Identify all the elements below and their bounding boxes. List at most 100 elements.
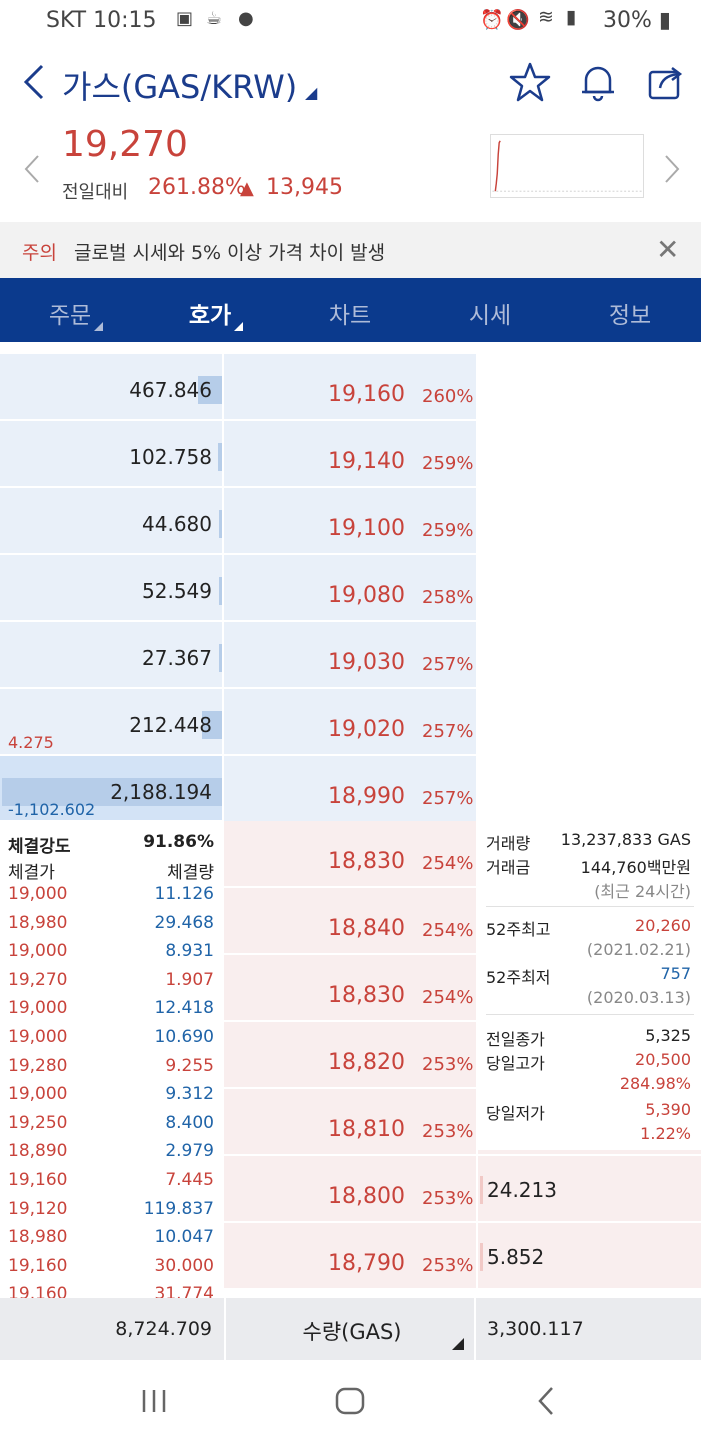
- tab-orderbook[interactable]: 호가: [188, 303, 232, 329]
- trade-qty: 2.979: [165, 1141, 214, 1162]
- ask-row[interactable]: 44.680 19,100 259%: [0, 488, 701, 553]
- ask-price-cell[interactable]: 19,080 258%: [224, 555, 476, 620]
- home-icon[interactable]: [334, 1386, 366, 1416]
- bid-qty: 5.852: [487, 1245, 545, 1269]
- ask-price-cell[interactable]: 19,160 260%: [224, 354, 476, 419]
- battery-text: 30%: [602, 8, 652, 33]
- system-nav-bar: [0, 1360, 701, 1440]
- volume-value: 13,237,833 GAS: [560, 830, 691, 849]
- ask-price: 19,160: [328, 382, 405, 407]
- trade-qty: 9.312: [165, 1084, 214, 1105]
- bid-change-pct: 253%: [422, 1054, 474, 1075]
- bid-price: 18,820: [328, 1050, 405, 1075]
- star-icon[interactable]: [508, 60, 552, 104]
- change-percent: 261.88%: [148, 175, 246, 200]
- ask-price-cell[interactable]: 19,100 259%: [224, 488, 476, 553]
- bell-icon[interactable]: [576, 60, 620, 104]
- trade-price: 19,000: [8, 998, 68, 1019]
- ask-qty: 212.448: [129, 713, 212, 737]
- day-high-value: 20,500: [635, 1050, 691, 1069]
- ask-qty: 44.680: [142, 512, 212, 536]
- ask-qty-cell[interactable]: 44.680: [0, 488, 222, 553]
- day-low-value: 5,390: [645, 1100, 691, 1119]
- page-title[interactable]: 가스(GAS/KRW): [62, 68, 298, 106]
- ask-qty-cell[interactable]: 212.448 4.275: [0, 689, 222, 754]
- notice-tag: 주의: [22, 242, 57, 264]
- bid-price-cell[interactable]: 18,830 254%: [224, 821, 476, 886]
- order-book: 467.846 19,160 260% 102.758 19,140 259% 44.680…: [0, 342, 701, 1298]
- gallery-icon: ▣: [176, 8, 194, 29]
- trade-price: 19,000: [8, 884, 68, 904]
- ask-row[interactable]: 102.758 19,140 259%: [0, 421, 701, 486]
- bid-price-cell[interactable]: 18,840 254%: [224, 888, 476, 953]
- back-icon[interactable]: [20, 62, 50, 102]
- ask-depth-bar: [219, 644, 222, 672]
- bid-price: 18,800: [328, 1184, 405, 1209]
- ask-qty-cell[interactable]: 2,188.194 -1,102.602: [0, 756, 222, 821]
- low52-date: (2020.03.13): [586, 988, 691, 1007]
- ask-qty-cell[interactable]: 467.846: [0, 354, 222, 419]
- mini-chart[interactable]: [490, 134, 644, 198]
- ask-qty-cell[interactable]: 52.549: [0, 555, 222, 620]
- trade-price: 19,160: [8, 1284, 68, 1298]
- ask-price: 19,140: [328, 449, 405, 474]
- share-icon[interactable]: [644, 60, 688, 104]
- back-nav-icon[interactable]: [536, 1386, 556, 1416]
- chat-icon: ●: [238, 8, 254, 29]
- ask-price-cell[interactable]: 18,990 257%: [224, 756, 476, 821]
- ask-price: 19,020: [328, 717, 405, 742]
- trade-qty: 10.690: [154, 1027, 214, 1047]
- chevron-down-icon[interactable]: ◢: [305, 83, 318, 102]
- alarm-icon: ⏰: [480, 9, 504, 31]
- bid-price-cell[interactable]: 18,820 253%: [224, 1022, 476, 1087]
- tab-chart[interactable]: 차트: [328, 303, 372, 329]
- ask-row[interactable]: 52.549 19,080 258%: [0, 555, 701, 620]
- bid-change-pct: 253%: [422, 1121, 474, 1142]
- up-triangle-icon: ▲: [240, 178, 254, 199]
- next-icon[interactable]: [662, 154, 682, 184]
- ask-row[interactable]: 212.448 4.275 19,020 257%: [0, 689, 701, 754]
- ask-price-cell[interactable]: 19,140 259%: [224, 421, 476, 486]
- ask-qty-cell[interactable]: 102.758: [0, 421, 222, 486]
- bid-qty-cell[interactable]: 24.213: [478, 1156, 701, 1221]
- trade-price: 19,000: [8, 1027, 68, 1047]
- bid-price: 18,840: [328, 916, 405, 941]
- compare-label: 전일대비: [62, 182, 129, 203]
- divider: [486, 1014, 694, 1015]
- prev-close-value: 5,325: [645, 1026, 691, 1045]
- tab-market[interactable]: 시세: [468, 303, 512, 329]
- close-icon[interactable]: ✕: [656, 233, 680, 266]
- trade-price: 18,980: [8, 912, 68, 933]
- ask-change-pct: 257%: [422, 654, 474, 675]
- ask-price-cell[interactable]: 19,020 257%: [224, 689, 476, 754]
- tab-info[interactable]: 정보: [608, 303, 652, 329]
- ask-row[interactable]: 2,188.194 -1,102.602 18,990 257%: [0, 756, 701, 821]
- prev-icon[interactable]: [22, 154, 42, 184]
- bid-qty-cell[interactable]: 5.852: [478, 1223, 701, 1288]
- trade-qty-header: 체결량: [167, 863, 214, 883]
- bid-change-pct: 254%: [422, 987, 474, 1008]
- bid-row[interactable]: 18,790 253% 5.852: [0, 1223, 701, 1288]
- bid-price-cell[interactable]: 18,830 254%: [224, 955, 476, 1020]
- bid-price: 18,790: [328, 1251, 405, 1276]
- bid-row[interactable]: 18,800 253% 24.213: [0, 1156, 701, 1221]
- ask-qty: 2,188.194: [110, 780, 212, 804]
- bid-price: 18,830: [328, 983, 405, 1008]
- ask-price: 19,030: [328, 650, 405, 675]
- tab-order[interactable]: 주문: [48, 303, 92, 329]
- trade-qty: 31.774: [154, 1284, 214, 1298]
- unit-selector[interactable]: 수량(GAS): [224, 1298, 476, 1360]
- ask-row[interactable]: 467.846 19,160 260%: [0, 354, 701, 419]
- ask-price-cell[interactable]: 19,030 257%: [224, 622, 476, 687]
- ask-qty-cell[interactable]: 27.367: [0, 622, 222, 687]
- bid-price-cell[interactable]: 18,800 253%: [224, 1156, 476, 1221]
- ask-depth-bar: [219, 577, 222, 605]
- recent-apps-icon[interactable]: [140, 1388, 168, 1414]
- ask-row[interactable]: 27.367 19,030 257%: [0, 622, 701, 687]
- trade-qty: 30.000: [154, 1255, 214, 1276]
- current-price: 19,270: [62, 124, 188, 165]
- ask-change-pct: 258%: [422, 587, 474, 608]
- bid-price-cell[interactable]: 18,790 253%: [224, 1223, 476, 1288]
- bid-price-cell[interactable]: 18,810 253%: [224, 1089, 476, 1154]
- wifi-icon: ≋: [538, 6, 554, 28]
